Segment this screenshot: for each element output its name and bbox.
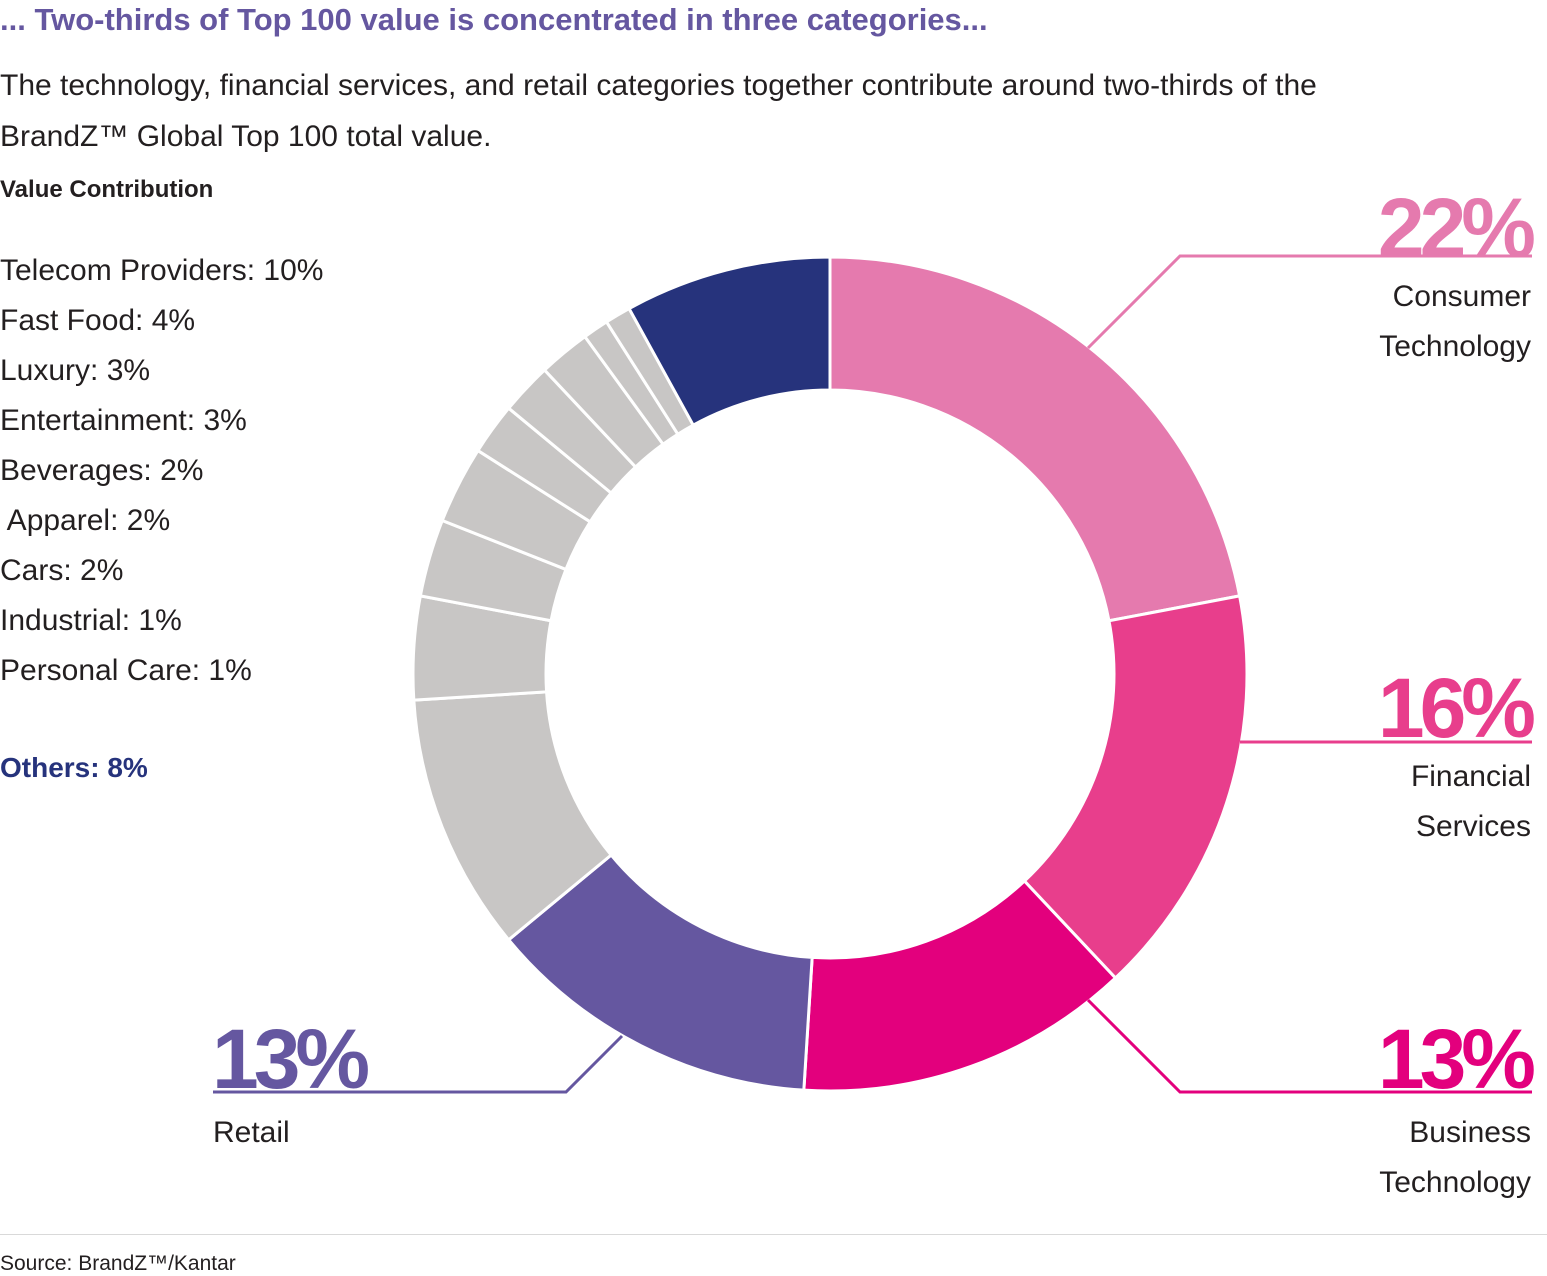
legend-heading: Value Contribution [0,176,214,203]
consumer-technology-label-line1: Consumer [1392,280,1531,313]
slice-consumer-technology [828,255,1242,623]
leader-business-technology [1086,998,1532,1094]
legend-item: Personal Care: 1% [0,654,252,687]
legend-item: Cars: 2% [0,554,124,587]
legend-item: Telecom Providers: 10% [0,254,324,287]
consumer-technology-pct: 22% [1377,181,1536,275]
slice-others [627,255,832,428]
legend-item: Apparel: 2% [0,504,171,537]
leader-consumer-technology [1086,254,1532,350]
legend-item: Industrial: 1% [0,604,182,637]
business-technology-label-line2: Technology [1379,1166,1531,1199]
financial-services-pct: 16% [1377,661,1536,755]
page-subtitle: The technology, financial services, and … [0,69,1317,153]
donut-slices [411,255,1249,1093]
callout-leader-lines [213,254,1532,1094]
retail-label: Retail [213,1116,290,1149]
legend-list: Telecom Providers: 10% Fast Food: 4% Lux… [0,248,323,698]
legend-item: Luxury: 3% [0,354,151,387]
legend-item: Fast Food: 4% [0,304,196,337]
source-divider [0,1234,1547,1235]
page-title: ... Two-thirds of Top 100 value is conce… [0,2,988,37]
financial-services-label-line2: Services [1415,810,1531,843]
consumer-technology-label-line2: Technology [1379,330,1531,363]
business-technology-pct: 13% [1377,1012,1536,1106]
legend-item: Entertainment: 3% [0,404,247,437]
source-note: Source: BrandZ™/Kantar [0,1252,236,1275]
business-technology-label-line1: Business [1409,1116,1531,1149]
legend-others: Others: 8% [0,752,148,783]
financial-services-label-line1: Financial [1410,760,1531,793]
leader-retail [213,1034,624,1094]
retail-pct: 13% [212,1012,370,1106]
legend-item: Beverages: 2% [0,454,204,487]
